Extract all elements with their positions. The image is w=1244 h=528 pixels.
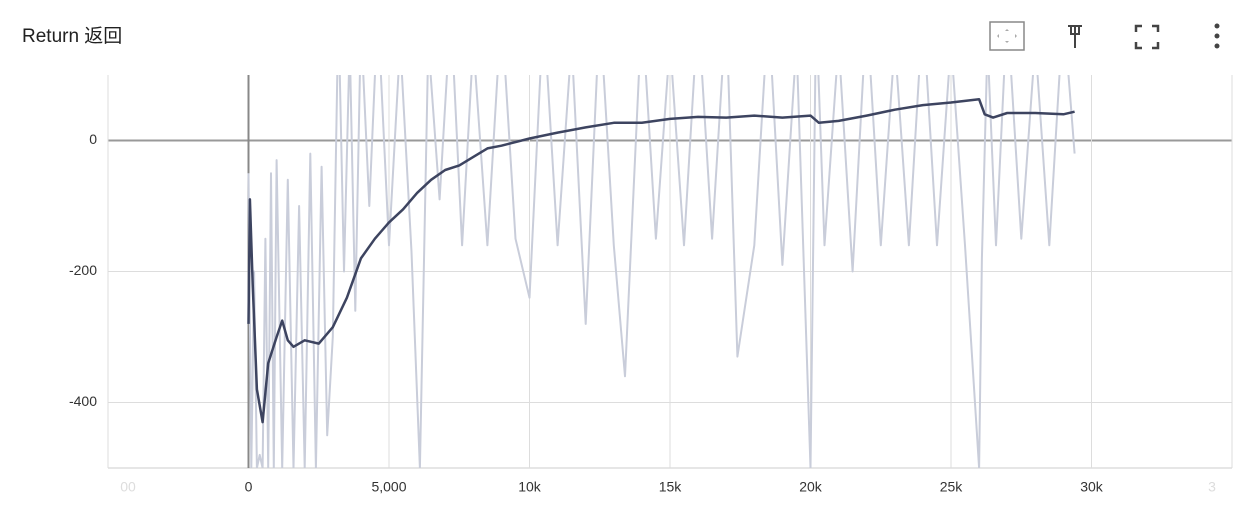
x-tick-label: 25k — [940, 479, 964, 495]
x-tick-label: 3 — [1208, 479, 1216, 495]
fullscreen-button[interactable] — [1134, 24, 1160, 50]
x-tick-label: 30k — [1080, 479, 1104, 495]
x-tick-label: 5,000 — [371, 479, 406, 495]
plot-area — [247, 75, 1076, 468]
series-line — [247, 97, 1075, 424]
y-tick-label: -400 — [69, 393, 97, 409]
x-tick-label: 15k — [659, 479, 683, 495]
pin-button[interactable] — [1068, 25, 1082, 48]
chart-title: Return 返回 — [22, 25, 122, 47]
x-tick-label: 10k — [518, 479, 542, 495]
fit-domain-button[interactable] — [989, 21, 1025, 51]
x-tick-label: 00 — [120, 479, 136, 495]
x-tick-label: 0 — [245, 479, 253, 495]
series-line — [247, 75, 1076, 468]
x-tick-label: 20k — [799, 479, 823, 495]
toolbar — [989, 21, 1220, 51]
menu-button[interactable] — [1214, 23, 1220, 49]
y-tick-label: 0 — [89, 131, 97, 147]
y-tick-label: -200 — [69, 262, 97, 278]
